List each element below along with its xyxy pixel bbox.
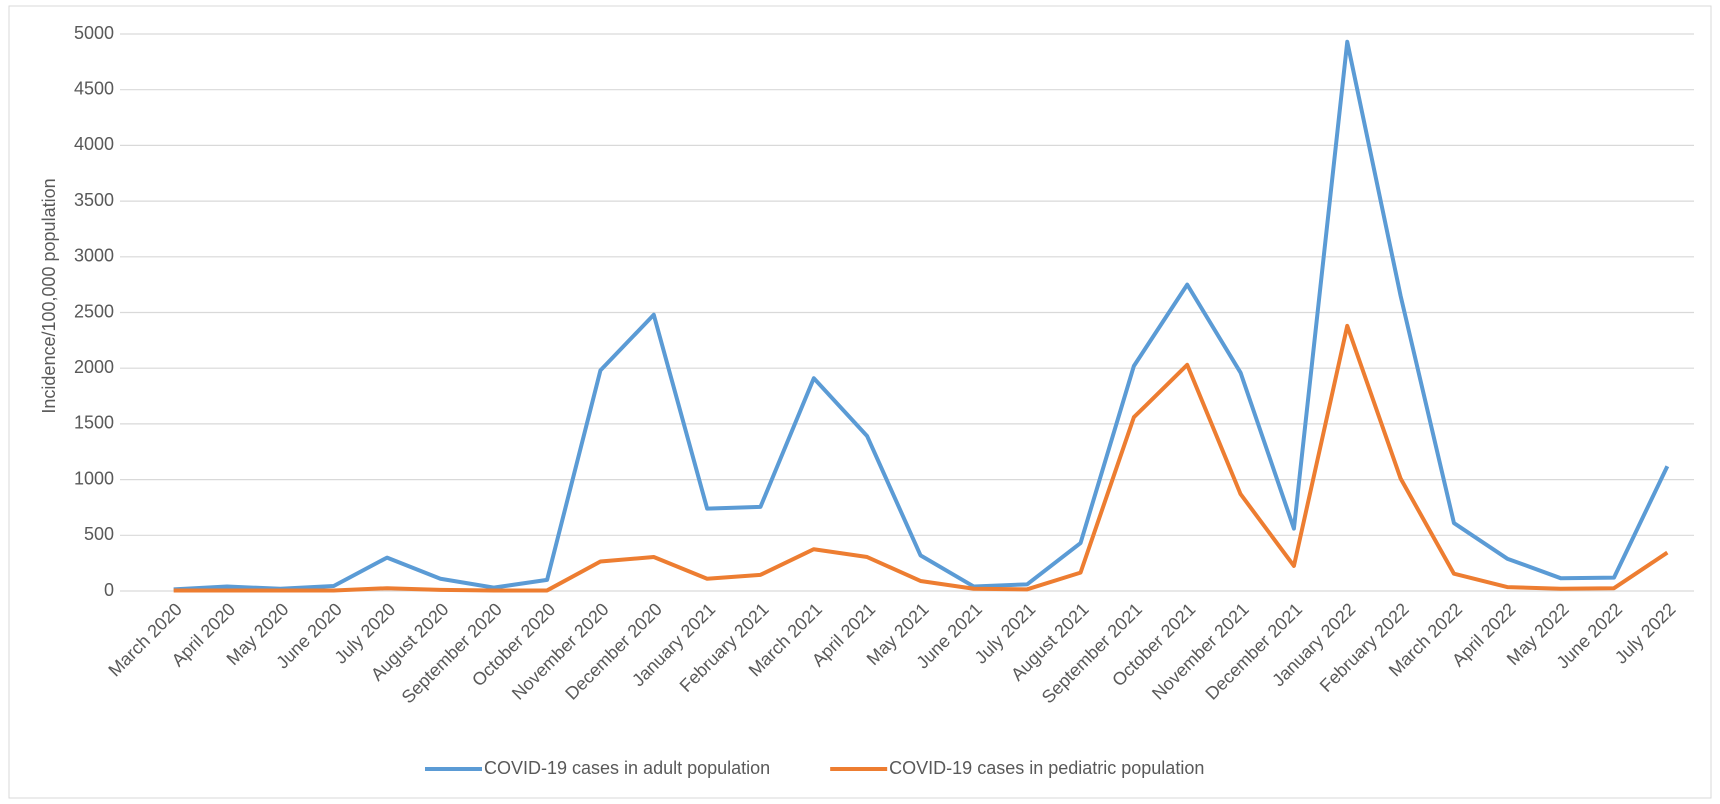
- x-tick-label: December 2021: [1201, 599, 1306, 704]
- y-tick-label: 4500: [74, 78, 114, 98]
- legend-label: COVID-19 cases in pediatric population: [889, 758, 1204, 778]
- x-tick-label: November 2021: [1148, 599, 1253, 704]
- data-line: [173, 39, 1670, 592]
- y-tick-label: 1500: [74, 413, 114, 433]
- x-tick-label: March 2020: [104, 599, 185, 680]
- y-tick-label: 5000: [74, 23, 114, 43]
- y-tick-label: 0: [104, 580, 114, 600]
- legend-label: COVID-19 cases in adult population: [484, 758, 770, 778]
- y-tick-label: 2500: [74, 301, 114, 321]
- x-tick-label: November 2020: [508, 599, 613, 704]
- x-tick-label: December 2020: [561, 599, 666, 704]
- chart-border: [8, 5, 1712, 799]
- y-axis-label: Incidence/100,000 population: [39, 178, 59, 413]
- y-tick-label: 500: [84, 524, 114, 544]
- y-tick-label: 2000: [74, 357, 114, 377]
- data-line: [173, 323, 1669, 593]
- y-tick-label: 4000: [74, 134, 114, 154]
- y-tick-label: 3000: [74, 246, 114, 266]
- y-tick-label: 1000: [74, 468, 114, 488]
- y-tick-label: 3500: [74, 190, 114, 210]
